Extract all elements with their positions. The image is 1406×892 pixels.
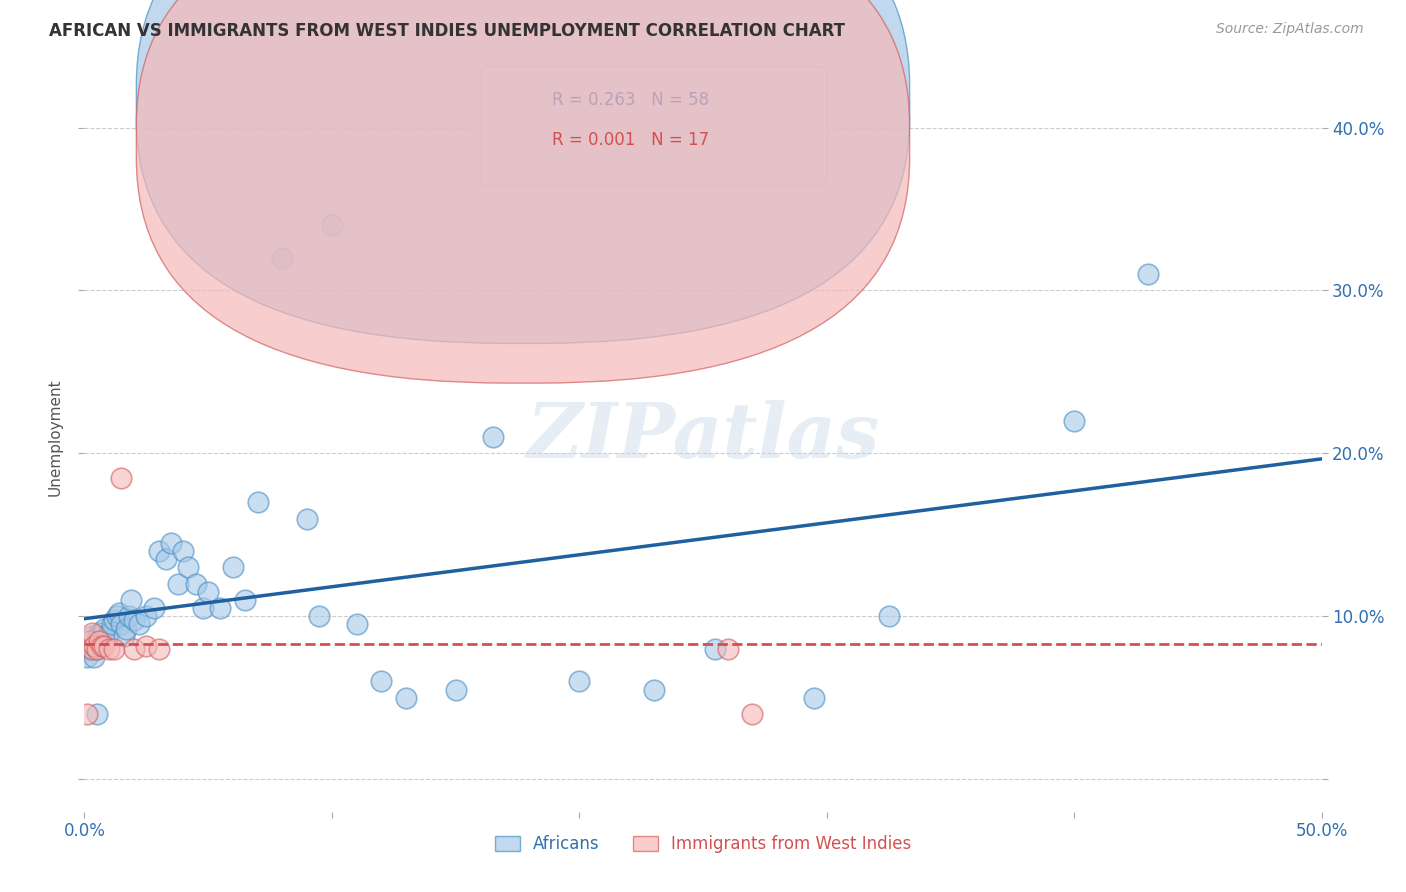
FancyBboxPatch shape — [136, 0, 910, 343]
Point — [222, 560, 245, 574]
Point — [155, 552, 177, 566]
Point — [110, 617, 132, 632]
Point — [108, 606, 131, 620]
Point — [76, 650, 98, 665]
Point — [444, 682, 467, 697]
Point — [105, 609, 128, 624]
Point — [93, 622, 115, 636]
Point — [877, 609, 900, 624]
Point — [89, 633, 111, 648]
Point — [167, 576, 190, 591]
Point — [76, 706, 98, 721]
Point — [98, 641, 121, 656]
Point — [197, 584, 219, 599]
Point — [148, 641, 170, 656]
Point — [142, 601, 165, 615]
Point — [90, 625, 112, 640]
Point — [128, 617, 150, 632]
Point — [90, 639, 112, 653]
Point — [271, 251, 294, 265]
Point — [100, 617, 122, 632]
Point — [93, 639, 115, 653]
Point — [321, 219, 343, 233]
Point — [148, 544, 170, 558]
Text: AFRICAN VS IMMIGRANTS FROM WEST INDIES UNEMPLOYMENT CORRELATION CHART: AFRICAN VS IMMIGRANTS FROM WEST INDIES U… — [49, 22, 845, 40]
Text: R = 0.001   N = 17: R = 0.001 N = 17 — [553, 130, 709, 149]
Point — [233, 593, 256, 607]
Point — [1063, 414, 1085, 428]
Text: Source: ZipAtlas.com: Source: ZipAtlas.com — [1216, 22, 1364, 37]
Point — [103, 641, 125, 656]
Point — [717, 641, 740, 656]
FancyBboxPatch shape — [481, 66, 827, 186]
Point — [160, 536, 183, 550]
Point — [704, 641, 727, 656]
Point — [643, 682, 665, 697]
Point — [370, 674, 392, 689]
Point — [191, 601, 214, 615]
Legend: Africans, Immigrants from West Indies: Africans, Immigrants from West Indies — [488, 829, 918, 860]
Point — [308, 609, 330, 624]
Point — [395, 690, 418, 705]
Point — [112, 629, 135, 643]
Point — [184, 576, 207, 591]
Point — [120, 593, 142, 607]
Point — [79, 641, 101, 656]
Point — [86, 706, 108, 721]
Point — [568, 674, 591, 689]
Point — [115, 622, 138, 636]
Point — [110, 471, 132, 485]
Point — [135, 609, 157, 624]
Point — [83, 650, 105, 665]
Point — [209, 601, 232, 615]
Point — [89, 625, 111, 640]
Point — [103, 613, 125, 627]
Point — [803, 690, 825, 705]
Point — [83, 639, 105, 653]
Text: ZIPatlas: ZIPatlas — [526, 401, 880, 474]
Point — [172, 544, 194, 558]
Point — [80, 641, 103, 656]
Point — [79, 633, 101, 648]
Point — [177, 560, 200, 574]
Point — [295, 511, 318, 525]
Point — [83, 639, 105, 653]
Point — [122, 613, 145, 627]
Point — [481, 430, 503, 444]
Y-axis label: Unemployment: Unemployment — [48, 378, 63, 496]
Point — [118, 609, 141, 624]
Point — [135, 639, 157, 653]
Point — [80, 625, 103, 640]
Point — [96, 629, 118, 643]
Point — [246, 495, 269, 509]
Point — [89, 629, 111, 643]
Point — [346, 617, 368, 632]
Point — [98, 625, 121, 640]
Point — [86, 633, 108, 648]
Point — [86, 641, 108, 656]
Text: R = 0.263   N = 58: R = 0.263 N = 58 — [553, 91, 709, 109]
Point — [80, 641, 103, 656]
Point — [80, 629, 103, 643]
Point — [79, 633, 101, 648]
Point — [86, 641, 108, 656]
Point — [741, 706, 763, 721]
Point — [122, 641, 145, 656]
Point — [1137, 267, 1160, 281]
FancyBboxPatch shape — [136, 0, 910, 384]
